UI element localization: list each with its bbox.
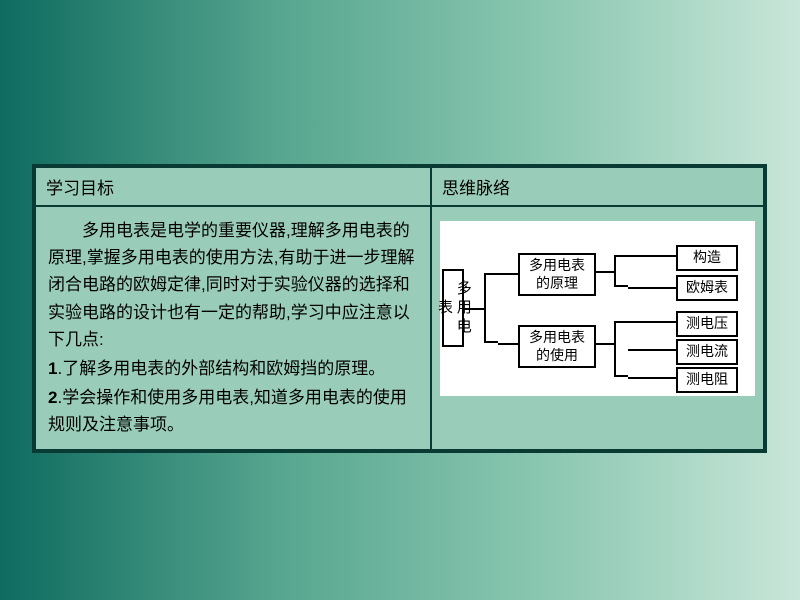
bullet-1-text: 了解多用电表的外部结构和欧姆挡的原理。 bbox=[62, 359, 385, 378]
header-left: 学习目标 bbox=[35, 167, 431, 206]
intro-text: 多用电表是电学的重要仪器,理解多用电表的原理,掌握多用电表的使用方法,有助于进一… bbox=[48, 217, 418, 353]
leaf-structure: 构造 bbox=[676, 245, 738, 271]
objectives-cell: 多用电表是电学的重要仪器,理解多用电表的原理,掌握多用电表的使用方法,有助于进一… bbox=[35, 206, 431, 450]
connector bbox=[628, 377, 676, 379]
node-principle: 多用电表的原理 bbox=[518, 253, 596, 296]
mindmap-diagram: 多用电表 多用电表的原理 多用电表的使用 构造 欧姆表 测电压 bbox=[440, 221, 755, 396]
connector bbox=[596, 343, 614, 345]
connector bbox=[464, 308, 484, 310]
bracket-a bbox=[614, 255, 628, 287]
connector bbox=[628, 255, 676, 257]
connector bbox=[498, 343, 518, 345]
node-usage: 多用电表的使用 bbox=[518, 325, 596, 368]
diagram-cell: 多用电表 多用电表的原理 多用电表的使用 构造 欧姆表 测电压 bbox=[431, 206, 764, 450]
node-usage-l1: 多用电表的使用 bbox=[529, 329, 585, 363]
bullet-2: 2.学会操作和使用多用电表,知道多用电表的使用规则及注意事项。 bbox=[48, 384, 418, 438]
leaf-ohmmeter: 欧姆表 bbox=[676, 275, 738, 301]
bullet-1: 1.了解多用电表的外部结构和欧姆挡的原理。 bbox=[48, 355, 418, 382]
leaf-resistance: 测电阻 bbox=[676, 367, 738, 393]
leaf-current: 测电流 bbox=[676, 339, 738, 365]
connector bbox=[628, 321, 676, 323]
connector bbox=[498, 273, 518, 275]
connector bbox=[628, 287, 676, 289]
connector bbox=[596, 271, 614, 273]
bracket-root bbox=[484, 273, 498, 343]
bracket-b bbox=[614, 321, 628, 377]
header-right: 思维脉络 bbox=[431, 167, 764, 206]
bullet-2-text: 学会操作和使用多用电表,知道多用电表的使用规则及注意事项。 bbox=[48, 388, 407, 434]
header-row: 学习目标 思维脉络 bbox=[35, 167, 764, 206]
leaf-voltage: 测电压 bbox=[676, 311, 738, 337]
body-row: 多用电表是电学的重要仪器,理解多用电表的原理,掌握多用电表的使用方法,有助于进一… bbox=[35, 206, 764, 450]
content-table: 学习目标 思维脉络 多用电表是电学的重要仪器,理解多用电表的原理,掌握多用电表的… bbox=[32, 164, 767, 453]
node-principle-l1: 多用电表的原理 bbox=[529, 257, 585, 291]
connector bbox=[628, 349, 676, 351]
node-root: 多用电表 bbox=[442, 269, 464, 347]
